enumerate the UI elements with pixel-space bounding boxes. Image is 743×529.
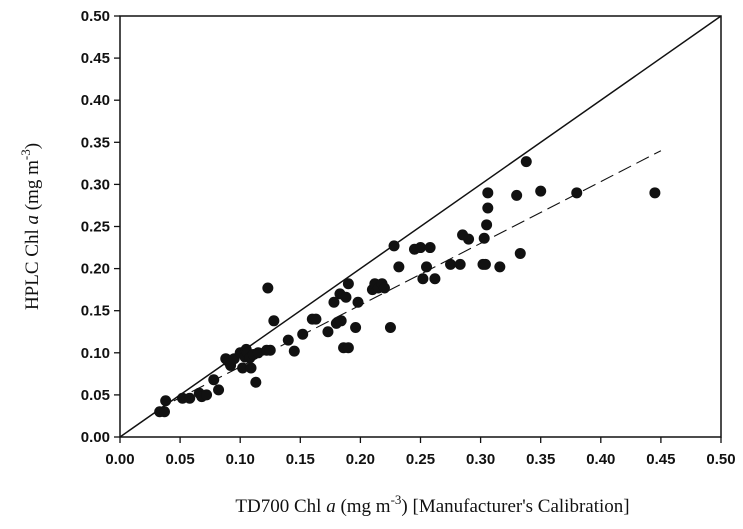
data-point [268, 315, 280, 327]
data-point [342, 342, 354, 354]
data-point [352, 296, 364, 308]
data-point [208, 374, 220, 386]
data-point [454, 258, 466, 270]
x-tick-label: 0.15 [286, 451, 315, 468]
data-point [264, 344, 276, 356]
data-point [310, 313, 322, 325]
data-point [384, 322, 396, 334]
data-point [350, 322, 362, 334]
data-point [429, 273, 441, 285]
data-point [288, 345, 300, 357]
y-tick-label: 0.00 [81, 429, 110, 446]
data-point [262, 282, 274, 294]
data-point [184, 392, 196, 404]
data-point [482, 202, 494, 214]
data-point [250, 376, 262, 388]
data-point [421, 261, 433, 273]
data-point [393, 261, 405, 273]
data-point [417, 273, 429, 285]
data-point [335, 315, 347, 327]
y-tick-label: 0.45 [81, 50, 110, 67]
x-tick-label: 0.35 [526, 451, 555, 468]
x-tick-label: 0.40 [586, 451, 615, 468]
data-point [160, 395, 172, 407]
data-point [388, 240, 400, 252]
y-tick-label: 0.30 [81, 176, 110, 193]
y-tick-label: 0.35 [81, 134, 110, 151]
data-point [494, 261, 506, 273]
data-point [158, 406, 170, 418]
data-point [415, 242, 426, 254]
data-point [520, 156, 532, 168]
regression-line [155, 150, 662, 411]
data-point [463, 233, 475, 245]
data-point [378, 282, 390, 294]
y-tick-label: 0.40 [81, 92, 110, 109]
data-point [535, 185, 547, 197]
x-axis-title: TD700 Chl a (mg m-3) [Manufacturer's Cal… [235, 492, 629, 517]
data-point [424, 242, 436, 254]
data-point [322, 326, 334, 338]
data-point [478, 232, 490, 244]
x-tick-label: 0.45 [646, 451, 675, 468]
data-point [297, 328, 309, 340]
data-point [511, 189, 523, 201]
y-tick-label: 0.15 [81, 303, 110, 320]
data-point [649, 187, 661, 199]
data-point [328, 296, 340, 308]
data-point [342, 278, 354, 290]
x-tick-label: 0.10 [226, 451, 255, 468]
data-point [481, 219, 493, 231]
data-point [282, 334, 294, 346]
x-tick-label: 0.05 [165, 451, 194, 468]
data-point [571, 187, 583, 199]
data-point [245, 362, 257, 374]
x-tick-label: 0.20 [346, 451, 375, 468]
x-tick-label: 0.30 [466, 451, 495, 468]
y-axis-title: HPLC Chl a (mg m-3) [18, 143, 43, 310]
data-point [479, 258, 491, 270]
y-tick-label: 0.05 [81, 387, 110, 404]
y-tick-label: 0.50 [81, 8, 110, 25]
x-tick-label: 0.50 [706, 451, 735, 468]
x-tick-label: 0.25 [406, 451, 435, 468]
x-tick-label: 0.00 [105, 451, 134, 468]
data-point [340, 291, 352, 303]
data-point [213, 384, 225, 396]
one-to-one-line [119, 15, 722, 438]
data-point [445, 258, 457, 270]
y-tick-label: 0.10 [81, 345, 110, 362]
data-point [237, 362, 249, 374]
data-point [201, 389, 213, 401]
data-point [252, 347, 264, 359]
y-tick-label: 0.20 [81, 261, 110, 278]
data-point [482, 187, 494, 199]
data-point [514, 247, 526, 259]
y-tick-label: 0.25 [81, 219, 110, 236]
